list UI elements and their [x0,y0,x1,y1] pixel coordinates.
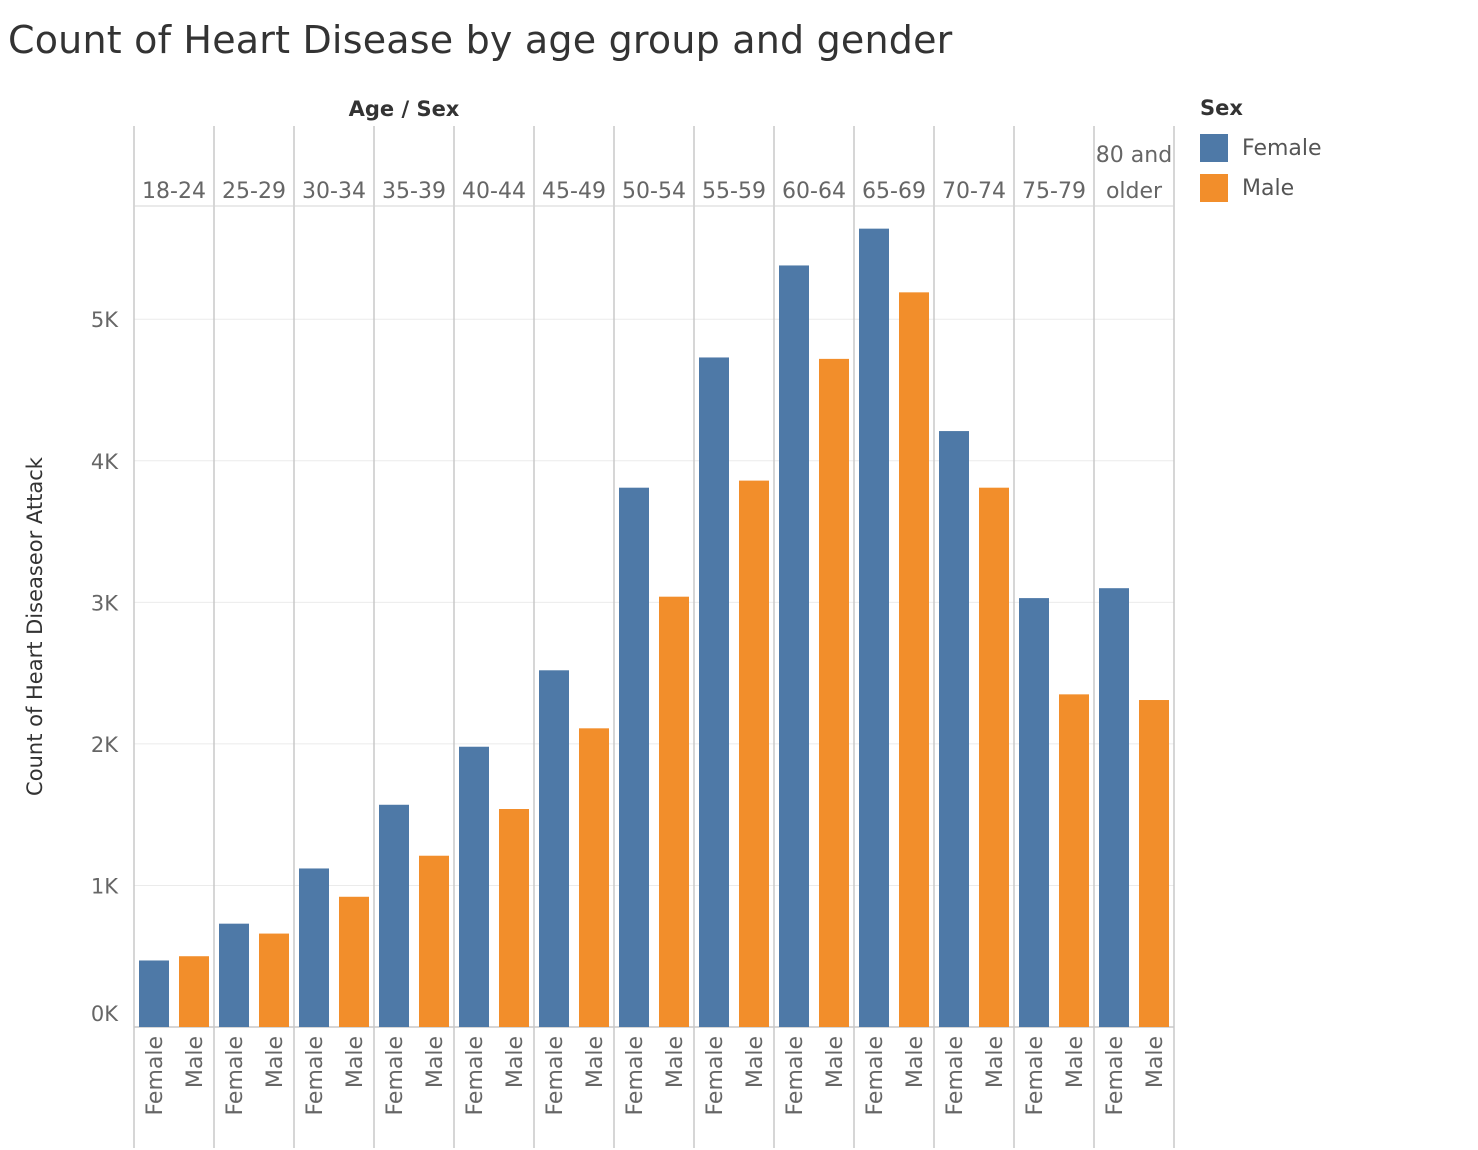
y-tick-label: 4K [91,450,119,474]
y-tick-label: 0K [91,1002,119,1026]
x-tick-label: Male [743,1036,768,1088]
x-tick-label: Male [1143,1036,1168,1088]
category-label: 65-69 [862,179,926,204]
y-tick-label: 2K [91,733,119,757]
category-label: 50-54 [622,179,686,204]
bar-female [539,670,569,1027]
bar-female [779,265,809,1027]
x-tick-label: Female [223,1036,248,1116]
bar-female [939,431,969,1027]
legend-swatch-male [1200,174,1228,202]
y-tick-label: 5K [91,308,119,332]
bar-male [179,956,209,1027]
bar-male [979,487,1009,1027]
x-tick-label: Male [823,1036,848,1088]
category-label: 25-29 [222,179,286,204]
category-label: 45-49 [542,179,606,204]
bar-female [459,746,489,1027]
legend-label-male: Male [1242,175,1295,201]
x-tick-label: Female [783,1036,808,1116]
category-label: 60-64 [782,179,846,204]
x-tick-label: Female [1103,1036,1128,1116]
bar-male [1139,700,1169,1027]
legend-swatch-female [1200,134,1228,162]
x-tick-label: Female [1023,1036,1048,1116]
bar-female [699,357,729,1028]
legend-label-female: Female [1242,135,1322,161]
category-label: 80 and [1096,143,1172,168]
x-tick-label: Male [423,1036,448,1088]
x-tick-label: Male [663,1036,688,1088]
x-tick-label: Male [263,1036,288,1088]
x-tick-label: Female [463,1036,488,1116]
y-axis-label: Count of Heart Diseaseor Attack [23,456,47,796]
bar-female [139,960,169,1027]
x-tick-label: Female [383,1036,408,1116]
bar-male [499,809,529,1027]
bar-male [1059,694,1089,1027]
category-label: 75-79 [1022,179,1086,204]
bar-female [219,923,249,1027]
bar-male [819,358,849,1027]
column-header: Age / Sex [349,97,460,121]
legend-item-female[interactable]: Female [1200,128,1322,168]
y-tick-label: 3K [91,591,119,615]
x-tick-label: Female [303,1036,328,1116]
x-tick-label: Male [503,1036,528,1088]
bar-male [579,728,609,1027]
bar-female [299,868,329,1027]
x-tick-label: Male [903,1036,928,1088]
x-tick-label: Female [943,1036,968,1116]
x-tick-label: Female [863,1036,888,1116]
x-tick-label: Male [583,1036,608,1088]
bar-male [339,896,369,1027]
y-tick-label: 1K [91,874,119,898]
bar-male [659,596,689,1027]
chart-title: Count of Heart Disease by age group and … [8,18,953,62]
category-label: 55-59 [702,179,766,204]
x-tick-label: Male [983,1036,1008,1088]
bar-female [379,804,409,1027]
category-label: 70-74 [942,179,1006,204]
legend: Sex Female Male [1200,96,1322,208]
bar-female [619,487,649,1027]
category-label: 40-44 [462,179,526,204]
bar-female [859,228,889,1028]
bar-male [899,292,929,1027]
category-label: 30-34 [302,179,366,204]
x-tick-label: Female [703,1036,728,1116]
x-tick-label: Female [143,1036,168,1116]
category-label: 35-39 [382,179,446,204]
x-tick-label: Female [543,1036,568,1116]
bar-female [1019,598,1049,1027]
x-tick-label: Female [623,1036,648,1116]
bar-male [419,855,449,1027]
legend-title: Sex [1200,96,1243,120]
bar-male [739,480,769,1027]
bar-female [1099,588,1129,1027]
x-tick-label: Male [1063,1036,1088,1088]
legend-item-male[interactable]: Male [1200,168,1322,208]
x-tick-label: Male [343,1036,368,1088]
bar-male [259,933,289,1027]
category-label: older [1106,179,1163,204]
x-tick-label: Male [183,1036,208,1088]
category-label: 18-24 [142,179,206,204]
